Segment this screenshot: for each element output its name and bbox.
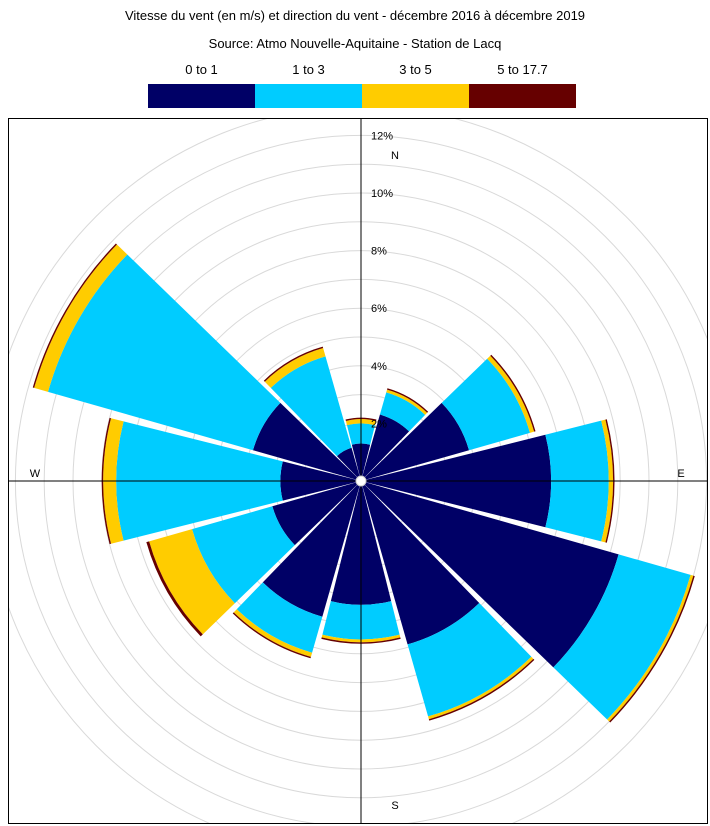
title-text-end: ) et direction du vent - décembre 2016 à… [260, 8, 586, 23]
wind-sector-210-bin-2 [233, 609, 313, 657]
legend-label: 5 to 17.7 [497, 62, 548, 77]
plot-area: 2% 4% 6% 8% 10% 12% N E S W [8, 118, 708, 824]
wind-sector-30-bin-0 [361, 414, 410, 481]
title-unit-denominator: s [254, 8, 261, 23]
wind-sector-90-bin-3 [605, 419, 615, 543]
title-text-start: Vitesse du vent (en m [124, 8, 251, 23]
wind-sector-90-bin-2 [601, 419, 613, 543]
legend-swatch [469, 84, 576, 108]
radial-tick-label: 10% [371, 188, 393, 200]
legend-label: 3 to 5 [399, 62, 432, 77]
radial-tick-label: 2% [371, 418, 387, 430]
wind-sector-330-bin-2 [264, 348, 326, 388]
wind-sector-30-bin-3 [387, 388, 429, 413]
wind-sector-240-bin-2 [149, 529, 235, 635]
legend-swatch [362, 84, 469, 108]
wind-sector-300-bin-2 [34, 244, 128, 392]
wind-sector-270-bin-3 [101, 417, 112, 545]
wind-sector-0-bin-3 [345, 417, 377, 421]
wind-sector-300-bin-0 [252, 402, 361, 481]
radial-tick-label: 6% [371, 303, 387, 315]
compass-label-W: W [30, 468, 41, 480]
wind-sector-60-bin-1 [441, 358, 530, 451]
wind-sector-240-bin-1 [192, 506, 295, 604]
center-dot [355, 475, 367, 487]
wind-sector-60-bin-2 [487, 355, 535, 433]
chart-title: Vitesse du vent (en m/s) et direction du… [0, 8, 710, 23]
wind-rose-chart: 2% 4% 6% 8% 10% 12% N E S W [9, 119, 707, 823]
wind-sector-210-bin-1 [236, 582, 323, 653]
legend-label: 1 to 3 [292, 62, 325, 77]
wind-sector-30-bin-2 [386, 389, 428, 415]
legend-swatch [148, 84, 255, 108]
wind-sector-120-bin-1 [553, 554, 691, 720]
radial-tick-label: 12% [371, 130, 393, 142]
legend-label: 0 to 1 [185, 62, 218, 77]
wind-sector-150-bin-0 [361, 481, 480, 645]
legend: 0 to 1 1 to 3 3 to 5 5 to 17.7 [148, 62, 576, 112]
compass-label-S: S [391, 800, 398, 812]
wind-sector-30-bin-1 [379, 392, 426, 432]
wind-sector-240-bin-0 [272, 481, 361, 546]
wind-sector-330-bin-1 [270, 356, 352, 457]
radial-tick-label: 8% [371, 246, 387, 258]
wind-sector-180-bin-3 [321, 637, 401, 644]
radial-tick-label: 4% [371, 361, 387, 373]
legend-swatch [255, 84, 362, 108]
wind-sector-330-bin-0 [336, 447, 361, 481]
wind-sector-120-bin-0 [361, 481, 619, 668]
wind-sector-210-bin-0 [262, 481, 361, 617]
wind-sector-60-bin-0 [361, 402, 470, 481]
wind-sector-180-bin-2 [321, 634, 401, 643]
wind-sector-240-bin-3 [146, 541, 203, 637]
chart-subtitle: Source: Atmo Nouvelle-Aquitaine - Statio… [208, 36, 502, 51]
compass-label-N: N [391, 150, 399, 162]
compass-label-E: E [677, 468, 684, 480]
title-unit-slash: / [250, 8, 255, 23]
wind-sector-150-bin-1 [407, 603, 532, 717]
wind-sector-300-bin-1 [48, 254, 281, 451]
